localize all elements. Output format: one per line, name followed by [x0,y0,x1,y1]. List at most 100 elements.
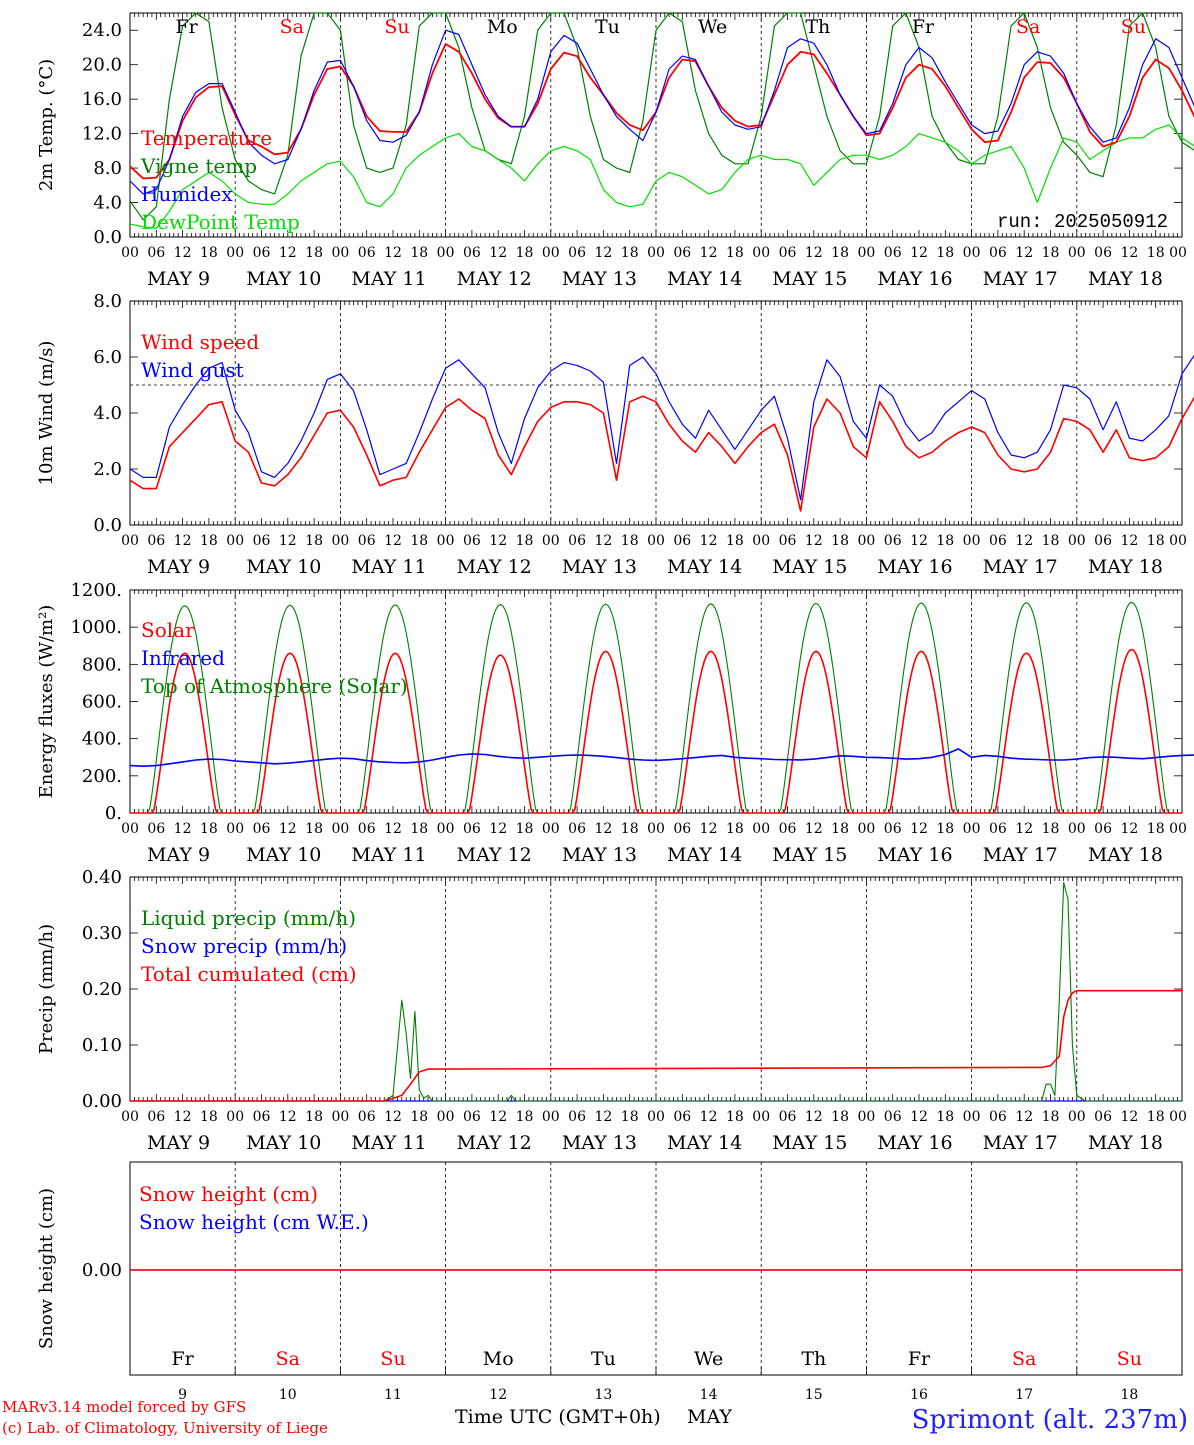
day-number-label: 12 [489,1387,507,1403]
hour-tick-label: 12 [489,1109,507,1125]
hour-tick-label: 00 [963,1109,981,1125]
y-tick-label: 24.0 [82,20,122,41]
date-label: MAY 14 [667,268,742,290]
location-label: Sprimont (alt. 237m) [912,1405,1188,1435]
hour-tick-label: 18 [1147,533,1165,549]
day-of-week-label: Sa [276,1348,300,1370]
hour-tick-label: 18 [305,1109,323,1125]
hour-tick-label: 06 [253,1109,271,1125]
legend-entry: Humidex [141,182,233,206]
hour-tick-label: 06 [779,533,797,549]
day-number-label: 11 [384,1387,402,1403]
date-label: MAY 13 [562,268,637,290]
hour-tick-label: 18 [516,821,534,837]
hour-tick-label: 12 [279,1109,297,1125]
hour-tick-label: 12 [1015,821,1033,837]
hour-tick-label: 00 [331,821,349,837]
hour-tick-label: 00 [647,533,665,549]
y-tick-label: 4.0 [93,193,122,214]
legend-entry: Wind gust [141,358,244,382]
hour-tick-label: 06 [358,1109,376,1125]
date-label: MAY 9 [147,556,210,578]
hour-tick-label: 12 [594,533,612,549]
time-axis-month: MAY [687,1406,732,1428]
y-tick-label: 0.00 [82,1091,122,1112]
date-label: MAY 9 [147,844,210,866]
legend-entry: Snow precip (mm/h) [141,934,347,958]
day-of-week-label: Su [380,1348,405,1370]
legend-entry: Vigne temp [140,154,257,178]
date-label: MAY 18 [1088,556,1163,578]
hour-tick-label: 18 [305,533,323,549]
hour-tick-label: 00 [647,245,665,261]
date-label: MAY 12 [457,1132,532,1154]
day-of-week-label: Su [384,16,409,38]
date-label: MAY 15 [772,268,847,290]
hour-tick-label: 12 [1015,245,1033,261]
hour-tick-label: 18 [516,1109,534,1125]
date-label: MAY 15 [772,844,847,866]
legend-entry: Snow height (cm) [139,1182,318,1206]
day-of-week-label: Sa [1012,1348,1036,1370]
hour-tick-label: 00 [752,1109,770,1125]
date-label: MAY 17 [983,556,1058,578]
day-number-label: 18 [1120,1387,1138,1403]
hour-tick-label: 18 [1042,533,1060,549]
y-tick-label: 0.0 [93,227,122,248]
hour-tick-label: 12 [1120,533,1138,549]
date-label: MAY 12 [457,556,532,578]
hour-tick-label: 00 [121,245,139,261]
hour-tick-label: 06 [358,533,376,549]
hour-tick-label: 18 [516,533,534,549]
hour-tick-label: 18 [410,533,428,549]
hour-tick-label: 06 [253,533,271,549]
hour-tick-label: 18 [621,533,639,549]
day-number-label: 14 [700,1387,718,1403]
day-of-week-label: Sa [280,16,304,38]
hour-tick-label: 12 [910,533,928,549]
hour-tick-label: 12 [805,533,823,549]
hour-tick-label: 06 [673,1109,691,1125]
date-label: MAY 18 [1088,844,1163,866]
hour-tick-label: 12 [594,1109,612,1125]
y-tick-label: 200. [82,766,122,787]
y-tick-label: 600. [82,692,122,713]
y-tick-label: 400. [82,729,122,750]
day-of-week-label: Sa [1016,16,1040,38]
panel-0-frame [129,12,1183,238]
hour-tick-label: 12 [1120,821,1138,837]
hour-tick-label: 18 [1042,1109,1060,1125]
hour-tick-label: 18 [726,821,744,837]
hour-tick-label: 18 [831,245,849,261]
y-axis-label: Snow height (cm) [36,1188,57,1349]
hour-tick-label: 00 [121,1109,139,1125]
hour-tick-label: 12 [384,533,402,549]
series-line-temperature [129,43,1194,180]
hour-tick-label: 00 [331,533,349,549]
hour-tick-label: 00 [1068,1109,1086,1125]
hour-tick-label: 06 [568,821,586,837]
hour-tick-label: 06 [779,821,797,837]
hour-tick-label: 06 [673,821,691,837]
hour-tick-label: 00 [437,821,455,837]
hour-tick-label: 06 [989,821,1007,837]
hour-tick-label: 12 [910,821,928,837]
date-label: MAY 10 [246,844,321,866]
day-of-week-label: We [694,1348,723,1370]
hour-tick-label: 18 [410,821,428,837]
hour-tick-label: 18 [1042,821,1060,837]
hour-tick-label: 12 [384,821,402,837]
y-tick-label: 1200. [70,580,122,601]
hour-tick-label: 00 [437,533,455,549]
hour-tick-label: 18 [621,245,639,261]
day-number-label: 13 [594,1387,612,1403]
date-label: MAY 11 [351,1132,426,1154]
hour-tick-label: 12 [279,245,297,261]
date-label: MAY 15 [772,1132,847,1154]
hour-tick-label: 12 [1015,1109,1033,1125]
date-label: MAY 16 [877,268,952,290]
time-axis-title: Time UTC (GMT+0h) [455,1406,661,1428]
legend-entry: Liquid precip (mm/h) [141,906,356,930]
day-of-week-label: Tu [595,16,620,38]
hour-tick-label: 06 [884,821,902,837]
